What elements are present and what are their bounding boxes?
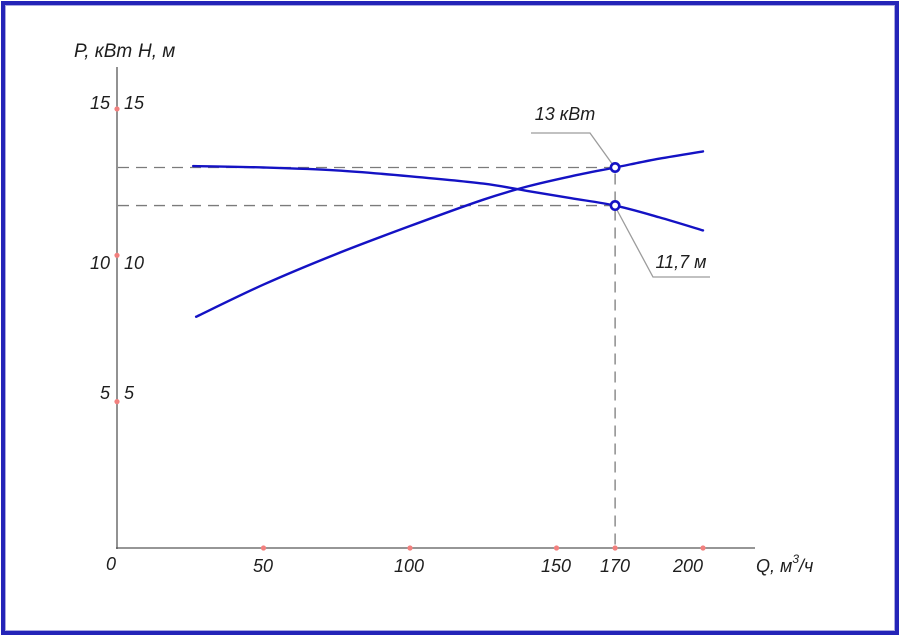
x-tick-0: 0 — [105, 554, 117, 574]
x-tick-170: 170 — [599, 556, 631, 576]
x-tick-dot-100 — [407, 545, 413, 551]
y-tick-dot-5 — [114, 399, 120, 405]
annotation-power-13kw: 13 кВт — [534, 104, 596, 124]
y-tick-p-15: 15 — [89, 93, 110, 113]
x-tick-50: 50 — [252, 556, 274, 576]
leader-line-13kw — [531, 132, 614, 166]
x-tick-dot-150 — [553, 545, 560, 551]
x-tick-150: 150 — [540, 556, 572, 576]
marker-power-point — [609, 161, 621, 173]
x-tick-dot-200 — [700, 545, 706, 551]
y-tick-dot-10 — [114, 252, 120, 258]
y-tick-h-15: 15 — [124, 93, 145, 113]
annotation-head-11-7m: 11,7 м — [655, 252, 707, 272]
marker-head-point — [609, 200, 621, 212]
y-axis-title-power: P, кВт — [74, 41, 133, 62]
x-tick-100: 100 — [393, 556, 425, 576]
x-axis-title-sup: 3 — [792, 552, 800, 566]
x-axis-title: Q, м3/ч — [756, 550, 813, 577]
head-curve — [191, 164, 705, 232]
y-tick-p-10: 10 — [89, 253, 110, 273]
x-tick-dot-50 — [260, 545, 267, 551]
x-tick-dot-170 — [612, 545, 618, 551]
y-tick-dot-15 — [114, 106, 120, 112]
leader-line-11-7m — [616, 209, 710, 278]
y-tick-h-5: 5 — [124, 383, 135, 403]
y-tick-h-10: 10 — [124, 253, 145, 273]
y-axis-title-head: H, м — [138, 41, 176, 62]
y-tick-p-5: 5 — [99, 383, 110, 403]
x-axis-title-suffix: /ч — [799, 556, 814, 576]
power-curve — [194, 150, 705, 318]
x-tick-200: 200 — [672, 556, 704, 576]
x-axis-title-prefix: Q, м — [756, 556, 793, 576]
